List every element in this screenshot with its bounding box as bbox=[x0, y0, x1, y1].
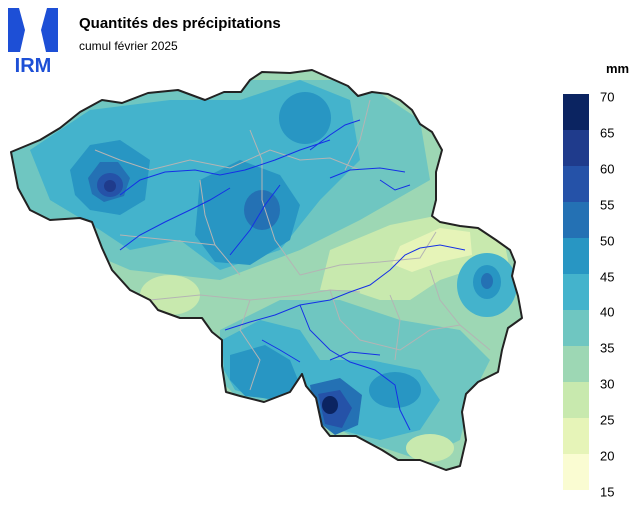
river-4 bbox=[224, 247, 421, 331]
belgium-rainfall-map bbox=[10, 69, 523, 471]
irm-logo-text: IRM bbox=[15, 55, 52, 76]
rain-zone-east-low-25 bbox=[392, 228, 472, 272]
legend-swatch-65-70 bbox=[563, 94, 589, 131]
rain-zone-west-65 bbox=[104, 180, 116, 192]
legend-swatch-20-25 bbox=[563, 418, 589, 455]
irm-logo: IRM bbox=[8, 8, 58, 76]
river-3 bbox=[229, 184, 281, 256]
river-10 bbox=[261, 339, 301, 363]
river-6 bbox=[309, 119, 361, 151]
legend-tick-45: 45 bbox=[600, 269, 615, 285]
rivers bbox=[119, 119, 466, 431]
river-11 bbox=[379, 179, 411, 191]
irm-logo-emblem bbox=[8, 8, 58, 52]
legend-swatch-50-55 bbox=[563, 202, 589, 239]
legend-tick-labels: 70 65 60 55 50 45 40 35 30 25 20 15 bbox=[600, 0, 640, 507]
country-border bbox=[10, 69, 523, 471]
river-5 bbox=[299, 304, 411, 431]
province-border-8 bbox=[239, 299, 261, 391]
legend-tick-15: 15 bbox=[600, 484, 615, 500]
province-border-3 bbox=[119, 234, 216, 246]
legend-tick-30: 30 bbox=[600, 376, 615, 392]
rain-zone-north-45 bbox=[279, 92, 331, 144]
rain-zone-south-east-45 bbox=[369, 372, 421, 408]
legend-swatch-15-20 bbox=[563, 454, 589, 490]
rain-zone-south-45 bbox=[230, 345, 300, 400]
rain-zone-south-40 bbox=[222, 320, 440, 440]
legend-tick-55: 55 bbox=[600, 197, 615, 213]
legend-tick-65: 65 bbox=[600, 125, 615, 141]
legend-color-bar bbox=[563, 94, 589, 490]
river-9 bbox=[329, 351, 381, 361]
province-border-11 bbox=[94, 149, 121, 161]
legend-tick-50: 50 bbox=[600, 233, 615, 249]
province-border-5 bbox=[299, 231, 437, 276]
legend-tick-20: 20 bbox=[600, 448, 615, 464]
province-border-12 bbox=[344, 99, 371, 171]
legend-tick-60: 60 bbox=[600, 161, 615, 177]
legend-swatch-35-40 bbox=[563, 310, 589, 347]
river-8 bbox=[419, 244, 466, 251]
river-2 bbox=[119, 187, 231, 251]
province-border-9 bbox=[389, 294, 401, 361]
river-1 bbox=[119, 139, 331, 196]
map-subtitle: cumul février 2025 bbox=[79, 39, 178, 53]
province-border-10 bbox=[429, 269, 491, 351]
legend-tick-25: 25 bbox=[600, 412, 615, 428]
province-border-7 bbox=[329, 289, 461, 351]
legend-swatch-40-45 bbox=[563, 274, 589, 311]
province-border-4 bbox=[249, 129, 301, 276]
legend-swatch-45-50 bbox=[563, 238, 589, 275]
legend-tick-40: 40 bbox=[600, 304, 615, 320]
rain-zone-southwest-low-30 bbox=[140, 275, 200, 315]
rain-zone-east-50 bbox=[481, 273, 493, 289]
legend-swatch-60-65 bbox=[563, 130, 589, 167]
legend-tick-70: 70 bbox=[600, 89, 615, 105]
legend-swatch-25-30 bbox=[563, 382, 589, 419]
province-border-1 bbox=[119, 149, 361, 171]
province-borders bbox=[94, 99, 491, 391]
map-title: Quantités des précipitations bbox=[79, 15, 281, 32]
rainfall-fill bbox=[11, 70, 522, 470]
river-7 bbox=[329, 167, 406, 179]
legend-tick-35: 35 bbox=[600, 340, 615, 356]
rain-zone-south-70 bbox=[322, 396, 338, 414]
province-border-2 bbox=[199, 179, 241, 276]
legend-swatch-30-35 bbox=[563, 346, 589, 383]
legend-swatch-55-60 bbox=[563, 166, 589, 203]
province-border-6 bbox=[149, 289, 361, 301]
rain-zone-south-low-30 bbox=[406, 434, 454, 462]
legend-unit: mm bbox=[606, 61, 630, 76]
